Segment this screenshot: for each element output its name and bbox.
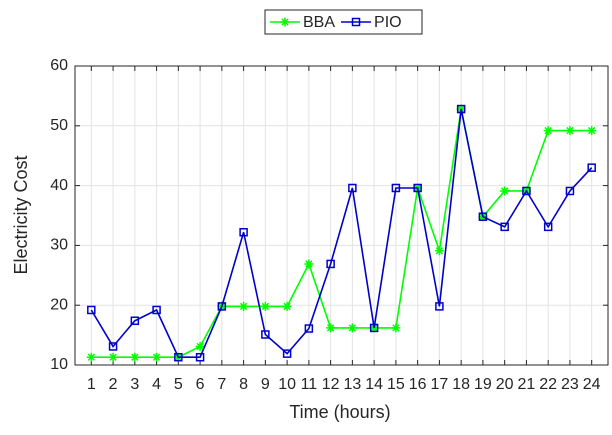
marker bbox=[348, 183, 357, 193]
marker bbox=[326, 323, 336, 333]
marker bbox=[87, 305, 96, 315]
series-line bbox=[91, 108, 592, 359]
marker bbox=[152, 305, 161, 315]
y-tick-label: 40 bbox=[50, 177, 68, 194]
marker bbox=[326, 259, 335, 269]
y-tick-label: 20 bbox=[50, 296, 68, 313]
marker bbox=[282, 349, 292, 358]
legend-label: BBA bbox=[303, 14, 335, 31]
marker bbox=[587, 163, 596, 172]
x-tick-label: 2 bbox=[109, 376, 118, 393]
x-tick-label: 22 bbox=[539, 376, 557, 393]
marker bbox=[456, 104, 466, 114]
marker bbox=[304, 259, 314, 269]
y-axis-label: Electricity Cost bbox=[11, 155, 31, 274]
x-tick-label: 3 bbox=[130, 376, 139, 393]
x-tick-label: 11 bbox=[301, 376, 318, 393]
marker bbox=[565, 186, 575, 196]
marker bbox=[86, 352, 96, 362]
y-tick-label: 50 bbox=[50, 117, 68, 134]
marker bbox=[369, 323, 379, 333]
marker bbox=[239, 227, 248, 237]
marker bbox=[500, 222, 509, 232]
marker bbox=[130, 352, 140, 362]
marker bbox=[260, 301, 270, 311]
marker bbox=[587, 126, 597, 136]
marker bbox=[478, 212, 488, 221]
x-axis-label: Time (hours) bbox=[289, 402, 390, 422]
marker bbox=[522, 186, 531, 196]
x-tick-label: 13 bbox=[343, 376, 361, 393]
marker bbox=[108, 352, 118, 362]
x-tick-label: 9 bbox=[261, 376, 270, 393]
x-tick-label: 19 bbox=[474, 376, 492, 393]
x-tick-label: 18 bbox=[452, 376, 470, 393]
marker bbox=[280, 17, 290, 27]
marker bbox=[261, 330, 270, 339]
x-tick-label: 5 bbox=[174, 376, 183, 393]
marker bbox=[304, 324, 314, 333]
marker bbox=[195, 352, 205, 362]
marker bbox=[391, 323, 401, 333]
marker bbox=[174, 352, 183, 362]
marker bbox=[217, 302, 227, 311]
x-tick-label: 10 bbox=[278, 376, 296, 393]
x-tick-label: 14 bbox=[365, 376, 383, 393]
marker bbox=[347, 323, 357, 333]
series-line bbox=[90, 108, 593, 359]
marker bbox=[413, 183, 422, 193]
marker bbox=[391, 183, 401, 193]
marker bbox=[130, 316, 140, 325]
x-tick-label: 15 bbox=[387, 376, 405, 393]
y-tick-label: 30 bbox=[50, 237, 68, 254]
marker bbox=[195, 341, 205, 351]
marker bbox=[282, 301, 292, 311]
marker bbox=[434, 246, 444, 256]
marker bbox=[239, 301, 249, 311]
x-tick-label: 6 bbox=[196, 376, 205, 393]
marker bbox=[152, 352, 162, 362]
x-tick-label: 7 bbox=[217, 376, 226, 393]
axes-box bbox=[74, 65, 609, 366]
x-tick-label: 4 bbox=[152, 376, 161, 393]
marker bbox=[108, 342, 118, 351]
marker bbox=[565, 126, 575, 136]
y-tick-label: 60 bbox=[50, 57, 68, 74]
marker bbox=[500, 186, 510, 196]
x-tick-label: 20 bbox=[496, 376, 514, 393]
legend-label: PIO bbox=[374, 14, 402, 31]
x-tick-label: 24 bbox=[583, 376, 601, 393]
marker bbox=[543, 222, 553, 232]
x-tick-label: 1 bbox=[87, 376, 96, 393]
marker bbox=[435, 302, 444, 311]
x-tick-label: 8 bbox=[239, 376, 248, 393]
x-tick-label: 16 bbox=[409, 376, 427, 393]
x-tick-label: 23 bbox=[561, 376, 579, 393]
y-tick-label: 10 bbox=[50, 356, 68, 373]
marker bbox=[543, 126, 553, 136]
x-tick-label: 17 bbox=[430, 376, 448, 393]
x-tick-label: 12 bbox=[322, 376, 340, 393]
x-tick-label: 21 bbox=[518, 376, 536, 393]
marker bbox=[351, 17, 361, 27]
